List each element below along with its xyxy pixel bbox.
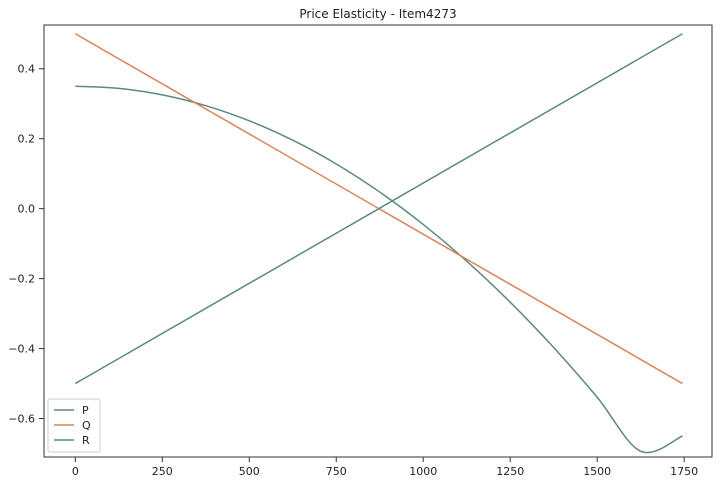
x-tick-label: 1250	[496, 465, 524, 478]
x-tick-label: 1750	[670, 465, 698, 478]
series-line-p	[75, 85, 683, 454]
y-tick-label: −0.6	[8, 413, 35, 426]
y-tick-label: −0.2	[8, 273, 35, 286]
legend-label-r: R	[82, 434, 90, 447]
x-tick-label: 500	[239, 465, 260, 478]
y-tick-label: 0.2	[18, 133, 36, 146]
legend: PQR	[47, 398, 101, 453]
chart-title: Price Elasticity - Item4273	[299, 7, 456, 21]
x-tick-label: 1500	[583, 465, 611, 478]
x-tick-label: 750	[326, 465, 347, 478]
legend-label-q: Q	[82, 419, 91, 432]
series-line-r	[74, 33, 683, 385]
y-tick-label: 0.0	[18, 203, 36, 216]
x-tick-label: 0	[72, 465, 79, 478]
y-tick-label: −0.4	[8, 343, 35, 356]
x-tick-label: 250	[152, 465, 173, 478]
x-axis: 0 250 500 750 1000 1250 1500 1750	[72, 457, 698, 478]
y-tick-label: 0.4	[18, 63, 36, 76]
x-tick-label: 1000	[409, 465, 437, 478]
legend-label-p: P	[82, 404, 89, 417]
series-lines	[74, 33, 683, 454]
plot-area	[43, 24, 713, 458]
y-axis: −0.6 −0.4 −0.2 0.0 0.2 0.4	[8, 63, 44, 426]
